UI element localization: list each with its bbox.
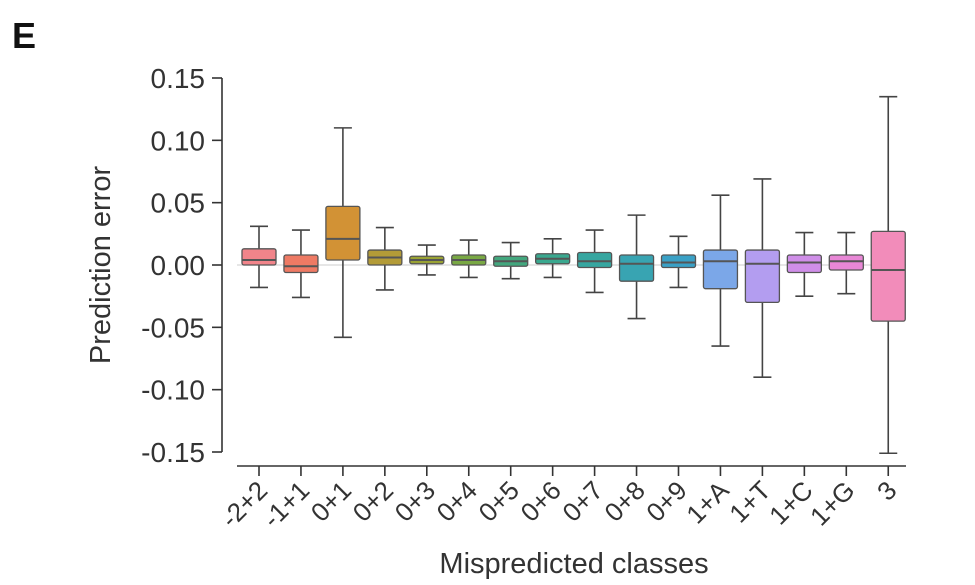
iqr-box <box>828 254 864 271</box>
x-tick-label: 0+2 <box>347 475 399 527</box>
iqr-box <box>283 254 319 274</box>
box-0+4 <box>451 239 487 279</box>
box-1+G <box>828 231 864 295</box>
iqr-box <box>702 249 739 290</box>
iqr-box <box>576 251 613 269</box>
box-0+6 <box>535 238 571 279</box>
box-0+8 <box>618 214 655 320</box>
iqr-box <box>786 254 822 274</box>
iqr-box <box>744 249 781 304</box>
y-tick-label: 0.15 <box>151 63 206 94</box>
x-tick-label: 0+8 <box>598 475 650 527</box>
iqr-box <box>618 254 655 282</box>
y-axis-title: Prediction error <box>85 166 117 365</box>
x-tick-label: 0+7 <box>556 475 608 527</box>
x-axis-title: Mispredicted classes <box>439 548 708 580</box>
y-tick-label: 0.05 <box>151 188 206 219</box>
box-1+C <box>786 231 822 297</box>
iqr-box <box>870 230 906 322</box>
box-1+T <box>744 178 781 379</box>
iqr-box <box>241 248 277 266</box>
boxes-layer <box>241 95 906 455</box>
x-tick-label: 1+T <box>723 475 776 528</box>
box--2+2 <box>241 225 277 289</box>
x-tick-label: 0+9 <box>640 475 692 527</box>
x-tick-label: 0+5 <box>473 475 525 527</box>
x-tick-label: 0+1 <box>305 475 357 527</box>
x-tick-label: 3 <box>871 475 902 506</box>
x-tick-label: 1+A <box>680 475 735 530</box>
x-tick-label: 1+G <box>804 475 860 531</box>
iqr-box <box>325 205 361 261</box>
box--1+1 <box>283 229 319 299</box>
y-tick-label: -0.15 <box>141 437 205 468</box>
y-tick-label: -0.10 <box>141 375 205 406</box>
x-tick-label: 0+6 <box>514 475 566 527</box>
box-0+3 <box>409 244 445 276</box>
box-0+5 <box>493 241 529 280</box>
box-3 <box>870 95 906 455</box>
y-tick-label: 0.00 <box>151 250 206 281</box>
panel-letter: E <box>12 15 36 56</box>
box-0+9 <box>660 235 697 289</box>
y-tick-label: -0.05 <box>141 312 205 343</box>
y-ticks: 0.15 0.10 0.05 0.00 -0.05 -0.10 -0.15 <box>141 63 222 468</box>
y-tick-label: 0.10 <box>151 125 206 156</box>
x-tick-label: 0+4 <box>431 475 483 527</box>
box-0+2 <box>367 226 403 291</box>
box-0+7 <box>576 229 613 294</box>
iqr-box <box>660 254 697 269</box>
box-1+A <box>702 194 739 347</box>
x-tick-label: 0+3 <box>389 475 441 527</box>
x-ticks: -2+2-1+10+10+20+30+40+50+60+70+80+91+A1+… <box>215 466 902 534</box>
box-0+1 <box>325 127 361 339</box>
